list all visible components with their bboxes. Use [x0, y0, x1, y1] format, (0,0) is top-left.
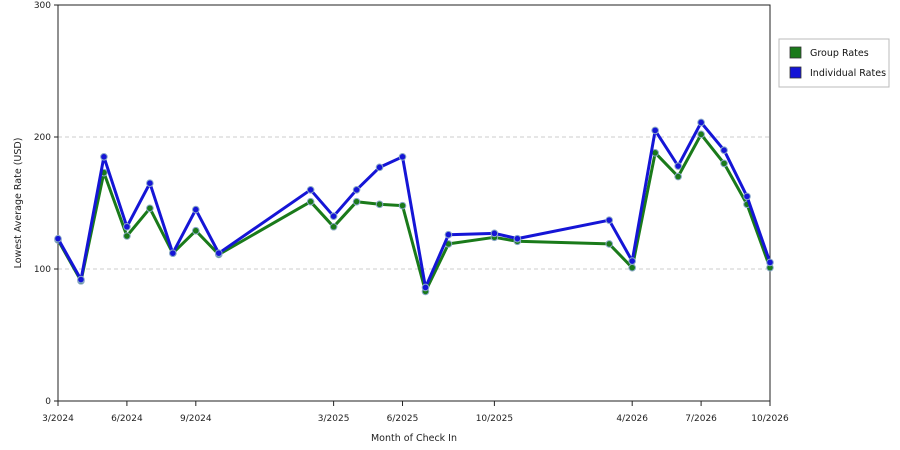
x-tick-label: 7/2026 — [685, 414, 717, 424]
group-rates-point — [123, 232, 131, 240]
individual-rates-point — [605, 216, 614, 224]
individual-rates-point — [697, 118, 705, 127]
individual-rates-point — [720, 146, 728, 154]
individual-rates-point — [766, 258, 774, 267]
individual-rates-point — [743, 192, 751, 201]
plot-frame — [57, 4, 771, 402]
individual-rates-point — [146, 179, 154, 187]
series-layer — [54, 118, 774, 296]
individual-rates-point — [306, 186, 315, 194]
individual-rates-point — [674, 162, 682, 170]
group-rates-line — [56, 132, 772, 293]
legend: Group Rates Individual Rates — [778, 38, 890, 88]
group-rates-point — [398, 201, 407, 210]
individual-rates-point — [444, 230, 453, 239]
group-rates-point — [628, 263, 636, 272]
individual-rates-point — [54, 234, 62, 243]
group-rates-point — [329, 222, 338, 231]
y-axis-title: Lowest Average Rate (USD) — [13, 138, 24, 269]
y-tick-label: 300 — [34, 1, 51, 11]
group-rates-point — [352, 197, 361, 206]
individual-rates-point — [214, 249, 223, 257]
x-tick-label: 3/2025 — [318, 414, 350, 424]
individual-rates-point — [398, 153, 407, 161]
axes: 0 100 200 300 3/2024 6/2024 9/2024 3/2025 6/2025… — [34, 1, 789, 424]
individual-rates-point — [77, 275, 85, 284]
individual-rates-point — [100, 153, 108, 161]
group-rates-legend-label: Group Rates — [810, 48, 869, 59]
group-rates-point — [674, 172, 682, 181]
individual-rates-legend-label: Individual Rates — [810, 68, 886, 79]
group-rates-point — [192, 226, 200, 235]
x-tick-label: 9/2024 — [180, 414, 212, 424]
x-tick-label: 10/2026 — [751, 414, 789, 424]
group-rates-point — [146, 204, 154, 213]
individual-rates-point — [490, 229, 499, 238]
group-rates-point — [720, 159, 728, 168]
group-rates-point — [697, 130, 705, 139]
y-tick-label: 0 — [45, 397, 51, 407]
individual-rates-point — [123, 222, 131, 231]
individual-rates-swatch — [789, 66, 802, 79]
group-rates-point — [605, 240, 614, 248]
individual-rates-point — [352, 186, 361, 194]
individual-rates-point — [192, 205, 200, 214]
x-tick-label: 3/2024 — [42, 414, 74, 424]
individual-rates-point — [169, 249, 177, 257]
individual-rates-point — [421, 283, 430, 292]
x-tick-label: 10/2025 — [476, 414, 513, 424]
x-tick-label: 6/2025 — [387, 414, 419, 424]
individual-rates-point — [628, 257, 636, 265]
individual-rates-point — [651, 126, 659, 135]
x-tick-label: 6/2024 — [111, 414, 143, 424]
individual-rates-point — [513, 234, 522, 243]
y-tick-label: 200 — [34, 133, 51, 143]
x-axis-title: Month of Check In — [371, 433, 457, 444]
individual-rates-point — [375, 163, 384, 172]
group-rates-point — [306, 197, 315, 206]
group-rates-point — [375, 200, 384, 209]
group-rates-swatch — [789, 46, 802, 59]
individual-rates-line — [56, 121, 772, 289]
legend-box — [778, 38, 890, 88]
x-tick-label: 4/2026 — [616, 414, 648, 424]
individual-rates-point — [329, 212, 338, 220]
y-tick-label: 100 — [34, 265, 51, 275]
